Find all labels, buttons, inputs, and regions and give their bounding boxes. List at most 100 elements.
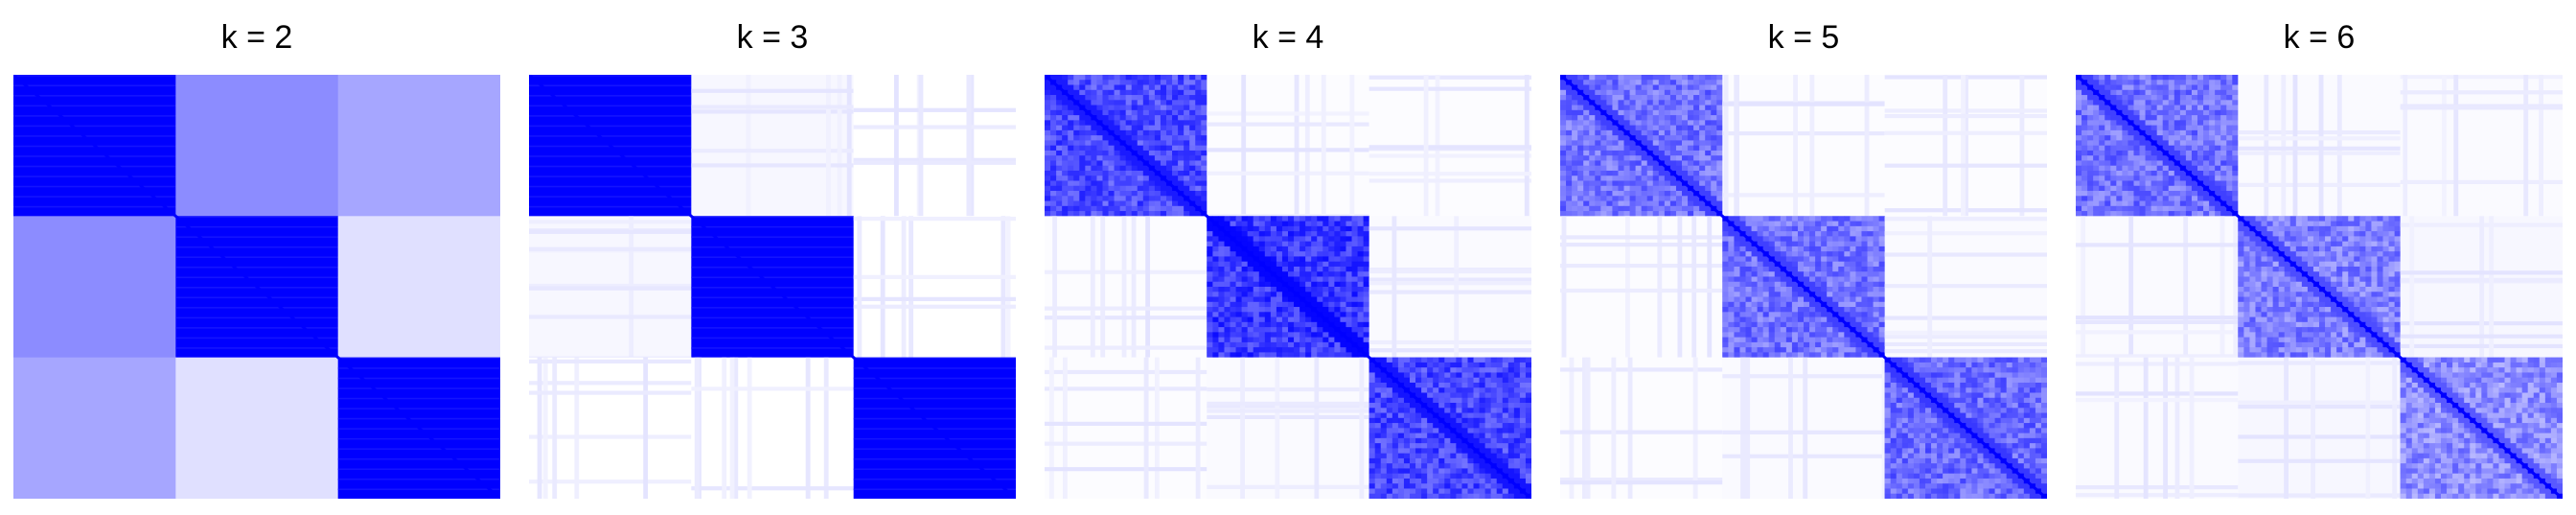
heatmap-cell xyxy=(1675,80,1683,85)
heatmap-cell xyxy=(1583,211,1590,217)
heatmap-cell xyxy=(1664,160,1671,167)
heatmap-cell xyxy=(1919,433,1926,439)
heatmap-cell xyxy=(1507,437,1515,444)
heatmap-cell xyxy=(1207,327,1213,333)
heatmap-cell xyxy=(1664,84,1671,91)
heatmap-cell xyxy=(1757,261,1764,268)
heatmap-cell xyxy=(1635,150,1643,156)
heatmap-cell xyxy=(1669,135,1677,141)
heatmap-cell xyxy=(1288,221,1295,227)
heatmap-cell xyxy=(1745,347,1752,353)
heatmap-cell xyxy=(1142,89,1150,96)
heatmap-cell xyxy=(1577,95,1584,101)
heatmap-cell xyxy=(1797,296,1805,303)
heatmap-cell xyxy=(1137,125,1144,131)
heatmap-cell xyxy=(1212,216,1219,222)
heatmap-band xyxy=(175,337,338,339)
heatmap-cell xyxy=(1160,180,1167,187)
heatmap-cell xyxy=(1415,367,1422,373)
heatmap-cell xyxy=(1855,221,1862,227)
heatmap-cell xyxy=(1652,140,1660,147)
heatmap-noise xyxy=(853,304,1016,309)
heatmap-cell xyxy=(1467,372,1474,379)
heatmap-cell xyxy=(1068,89,1074,96)
heatmap-cell xyxy=(1450,448,1457,455)
heatmap-cell xyxy=(1073,145,1080,152)
heatmap-cell xyxy=(2040,392,2047,399)
heatmap-cell xyxy=(1091,176,1097,181)
heatmap-cell xyxy=(1050,200,1057,207)
heatmap-cell xyxy=(2023,417,2031,424)
heatmap-cell xyxy=(1838,271,1845,277)
heatmap-cell xyxy=(1682,109,1689,116)
heatmap-cell xyxy=(1722,271,1729,277)
heatmap-cell xyxy=(1669,120,1677,127)
heatmap-cell xyxy=(1850,307,1856,313)
heatmap-cell xyxy=(1073,155,1080,161)
heatmap-cell xyxy=(2029,372,2036,379)
heatmap-cell xyxy=(1068,115,1074,121)
heatmap-cell xyxy=(1421,488,1428,495)
heatmap-cell xyxy=(1948,397,1955,404)
heatmap-cell xyxy=(1791,312,1799,317)
heatmap-cell xyxy=(1768,307,1776,313)
heatmap-cell xyxy=(2012,367,2019,373)
heatmap-cell xyxy=(1230,332,1236,339)
heatmap-noise xyxy=(1657,216,1663,358)
heatmap-cell xyxy=(1977,448,1984,455)
heatmap-cell xyxy=(1311,352,1318,359)
heatmap-cell xyxy=(1427,428,1434,433)
heatmap-cell xyxy=(1427,457,1434,464)
heatmap-cell xyxy=(2006,468,2013,475)
heatmap-cell xyxy=(1403,483,1411,489)
heatmap-cell xyxy=(1577,84,1584,91)
heatmap-cell xyxy=(1235,276,1243,283)
heatmap-cell xyxy=(1757,307,1764,313)
heatmap-cell xyxy=(1068,100,1074,105)
heatmap-cell xyxy=(1890,443,1898,449)
heatmap-cell xyxy=(1380,382,1388,388)
heatmap-cell xyxy=(1403,488,1411,495)
heatmap-cell xyxy=(1073,211,1080,217)
heatmap-cell xyxy=(1884,433,1892,439)
heatmap-cell xyxy=(1646,120,1654,127)
heatmap-cell xyxy=(1235,337,1243,343)
heatmap-cell xyxy=(1085,100,1092,105)
heatmap-cell xyxy=(1189,145,1196,152)
heatmap-cell xyxy=(1572,100,1578,105)
heatmap-cell xyxy=(2040,357,2047,363)
heatmap-cell xyxy=(1380,377,1388,384)
heatmap-cell xyxy=(1739,276,1746,283)
heatmap-cell xyxy=(1780,292,1787,297)
heatmap-cell xyxy=(1745,271,1752,277)
heatmap-cell xyxy=(1479,377,1486,384)
heatmap-cell xyxy=(1693,80,1700,85)
heatmap-noise xyxy=(1560,288,1723,293)
heatmap-cell xyxy=(1317,287,1323,293)
heatmap-cell xyxy=(2006,412,2013,419)
heatmap-cell xyxy=(1937,443,1944,449)
heatmap-cell xyxy=(1693,95,1700,101)
heatmap-cell xyxy=(1340,225,1346,232)
heatmap-cell xyxy=(1983,357,1990,363)
heatmap-cell xyxy=(1148,100,1156,105)
heatmap-cell xyxy=(1300,256,1306,263)
heatmap-cell xyxy=(1658,150,1666,156)
heatmap-cell xyxy=(1566,211,1573,217)
heatmap-cell xyxy=(2029,448,2036,455)
heatmap-cell xyxy=(1925,443,1932,449)
heatmap-cell xyxy=(1832,261,1839,268)
heatmap-cell xyxy=(1148,145,1156,152)
heatmap-cell xyxy=(1502,382,1509,388)
heatmap-cell xyxy=(1281,327,1289,333)
heatmap-cell xyxy=(1646,100,1654,105)
heatmap-cell xyxy=(1688,196,1694,201)
heatmap-cell xyxy=(1757,241,1764,247)
heatmap-noise xyxy=(1884,316,2047,320)
heatmap-cell xyxy=(1983,367,1990,373)
heatmap-cell xyxy=(1757,296,1764,303)
heatmap-cell xyxy=(1363,271,1370,277)
heatmap-cell xyxy=(1525,403,1531,409)
heatmap-cell xyxy=(1919,403,1926,409)
heatmap-cell xyxy=(1821,337,1828,343)
